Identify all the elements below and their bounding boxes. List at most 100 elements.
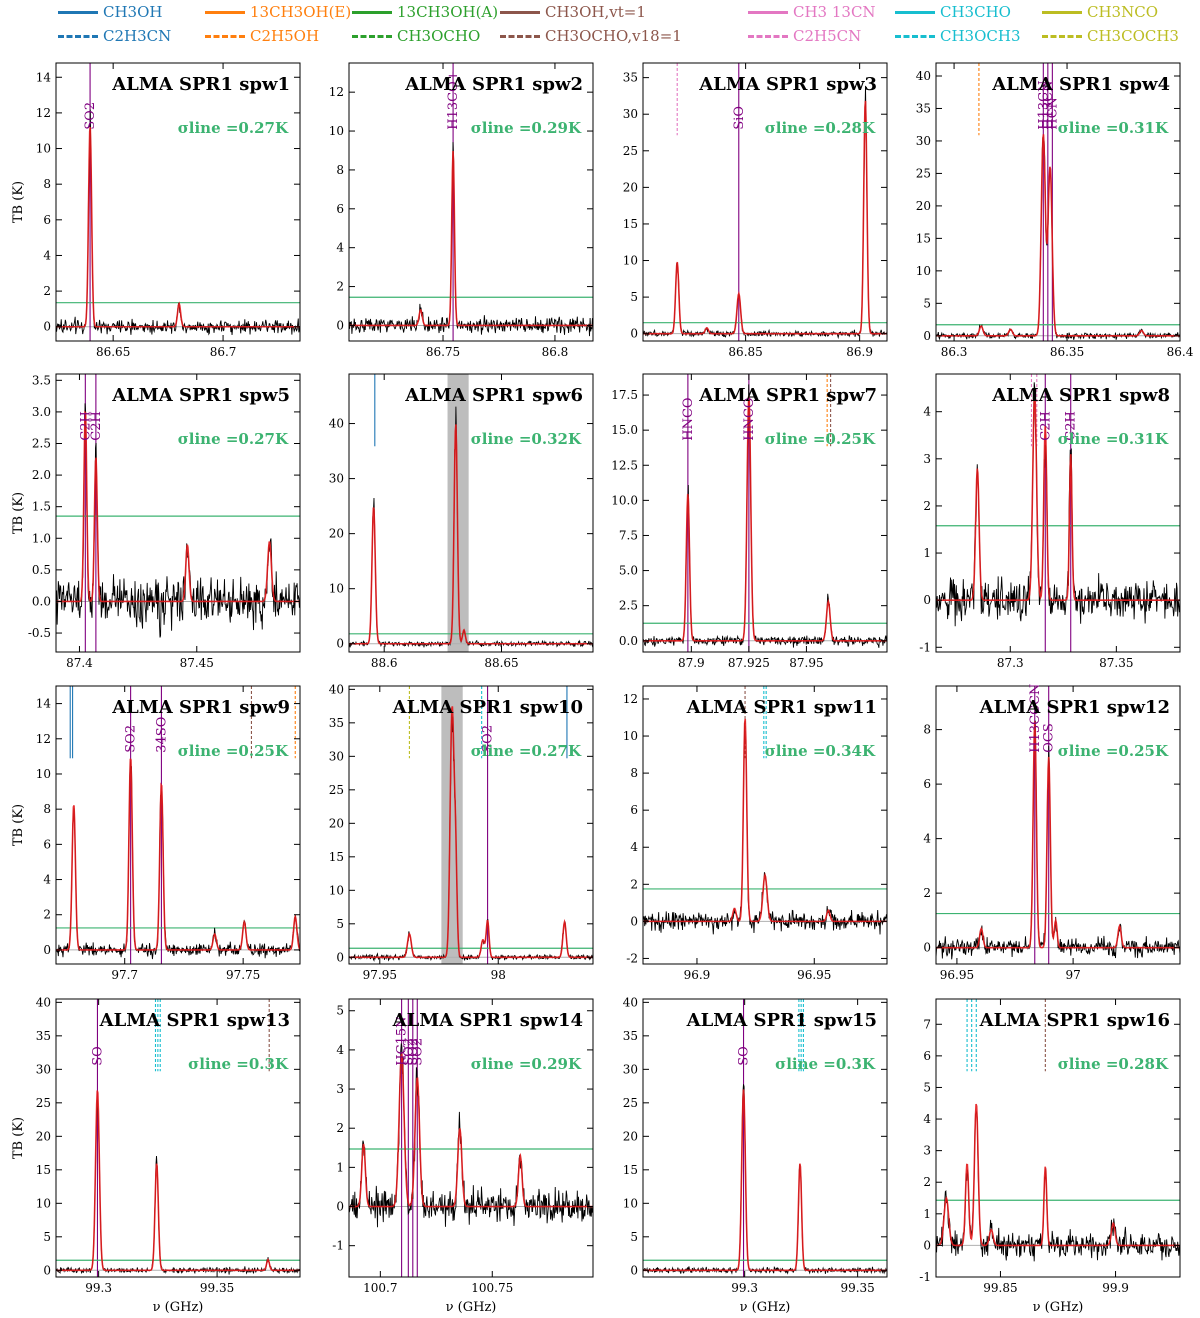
sigma-label: σline =0.3K bbox=[188, 1055, 289, 1073]
y-tick-label: 3.0 bbox=[32, 405, 51, 419]
y-tick-label: 25 bbox=[623, 144, 638, 158]
line-id-label: H13CCCN bbox=[1028, 684, 1043, 753]
y-tick-label: 10 bbox=[623, 729, 638, 743]
legend-entry: CH3 13CN bbox=[748, 1, 876, 23]
y-tick-label: 7.5 bbox=[619, 528, 638, 542]
legend-swatch bbox=[205, 34, 245, 38]
panel-title: ALMA SPR1 spw1 bbox=[111, 74, 290, 95]
y-tick-label: 15 bbox=[36, 1163, 51, 1177]
model-spectrum bbox=[56, 410, 300, 603]
y-tick-label: 4 bbox=[336, 241, 344, 255]
panel-title: ALMA SPR1 spw11 bbox=[686, 697, 877, 718]
x-axis-label: ν (GHz) bbox=[153, 1300, 204, 1315]
line-id-label: SO2 bbox=[83, 102, 98, 130]
legend-swatch bbox=[1042, 34, 1082, 38]
model-spectrum bbox=[936, 134, 1180, 337]
y-tick-label: 0 bbox=[630, 914, 638, 928]
panel-title: ALMA SPR1 spw6 bbox=[404, 385, 583, 406]
y-tick-label: 5 bbox=[336, 1004, 344, 1018]
model-spectrum bbox=[349, 150, 593, 327]
y-tick-label: 1.5 bbox=[32, 500, 51, 514]
legend-label: CH3 13CN bbox=[793, 3, 876, 21]
line-id-label: H13CN bbox=[1041, 81, 1056, 130]
y-tick-label: 6 bbox=[630, 803, 638, 817]
y-tick-label: 3 bbox=[923, 452, 931, 466]
x-tick-label: 99.3 bbox=[85, 1281, 112, 1295]
y-tick-label: 15 bbox=[916, 231, 931, 245]
plot-frame bbox=[642, 998, 888, 1278]
y-tick-label: 2 bbox=[43, 284, 51, 298]
observed-spectrum bbox=[349, 142, 593, 337]
plot-frame bbox=[935, 62, 1181, 342]
legend-swatch bbox=[352, 34, 392, 38]
line-id-label: HC15N bbox=[395, 1017, 410, 1066]
line-id-label: C2H bbox=[1064, 411, 1079, 441]
y-tick-label: 35 bbox=[36, 1029, 51, 1043]
spectrum-panel: 87.4 87.45 -0.5 0.0 0.5 1.0 1.5 2.0 2.5 3.0 3.5 C2H… bbox=[11, 373, 301, 670]
plot-frame bbox=[55, 998, 301, 1278]
observed-spectrum bbox=[936, 382, 1180, 627]
sigma-label: σline =0.25K bbox=[765, 430, 876, 448]
y-tick-label: 10 bbox=[36, 1196, 51, 1210]
x-tick-label: 86.65 bbox=[96, 345, 130, 359]
y-tick-label: 3.5 bbox=[32, 373, 51, 387]
y-tick-label: 17.5 bbox=[611, 388, 638, 402]
y-tick-label: 12 bbox=[36, 106, 51, 120]
sigma-label: σline =0.28K bbox=[1058, 1055, 1169, 1073]
sigma-label: σline =0.31K bbox=[1058, 430, 1169, 448]
y-tick-label: 6 bbox=[336, 202, 344, 216]
line-id-label: C2H bbox=[78, 411, 93, 441]
y-tick-label: 12.5 bbox=[611, 458, 638, 472]
x-tick-label: 99.85 bbox=[983, 1281, 1017, 1295]
y-tick-label: 3 bbox=[336, 1082, 344, 1096]
y-tick-label: 10 bbox=[916, 264, 931, 278]
model-spectrum bbox=[643, 1089, 887, 1272]
sigma-label: σline =0.34K bbox=[765, 742, 876, 760]
y-tick-label: 40 bbox=[623, 995, 638, 1009]
observed-spectrum bbox=[643, 1084, 887, 1275]
spectrum-panel: 86.3 86.35 86.4 0 5 10 15 20 25 30 35 40 H13CNH13CNH… bbox=[916, 62, 1194, 359]
legend-label: 13CH3OH(A) bbox=[397, 3, 499, 21]
y-tick-label: 2 bbox=[923, 886, 931, 900]
y-tick-label: 10.0 bbox=[611, 493, 638, 507]
legend-entry: CH3OCHO,v18=1 bbox=[500, 25, 682, 47]
legend-label: CH3OCH3 bbox=[940, 27, 1021, 45]
y-tick-label: 25 bbox=[623, 1096, 638, 1110]
y-tick-label: 5 bbox=[630, 290, 638, 304]
spectrum-panel: 88.6 88.65 0 10 20 30 40 ALMA SPR1 spw6 σline =0… bbox=[329, 373, 594, 670]
y-tick-label: -1 bbox=[919, 1270, 931, 1284]
legend-label: C2H5OH bbox=[250, 27, 320, 45]
observed-spectrum bbox=[936, 1110, 1180, 1262]
sigma-label: σline =0.3K bbox=[775, 1055, 876, 1073]
observed-spectrum bbox=[56, 1099, 300, 1275]
x-axis-label: ν (GHz) bbox=[446, 1300, 497, 1315]
y-tick-label: -0.5 bbox=[28, 626, 51, 640]
spectrum-panel: 99.3 99.35 0 5 10 15 20 25 30 35 40 SO ALMA SPR1 spw… bbox=[623, 995, 888, 1315]
y-tick-label: 10 bbox=[36, 142, 51, 156]
y-tick-label: 10 bbox=[623, 254, 638, 268]
y-tick-label: 5 bbox=[336, 917, 344, 931]
model-spectrum bbox=[349, 1053, 593, 1208]
x-tick-label: 86.3 bbox=[941, 345, 968, 359]
y-tick-label: 5.0 bbox=[619, 564, 638, 578]
legend-label: CH3OCHO,v18=1 bbox=[545, 27, 682, 45]
y-tick-label: 0 bbox=[923, 329, 931, 343]
legend: CH3OH 13CH3OH(E) 13CH3OH(A) CH3OH,vt=1 CH3 1… bbox=[0, 0, 1200, 58]
y-tick-label: 4 bbox=[923, 1112, 931, 1126]
y-tick-label: 10 bbox=[36, 767, 51, 781]
model-spectrum bbox=[56, 127, 300, 328]
x-tick-label: 86.85 bbox=[728, 345, 762, 359]
panel-title: ALMA SPR1 spw2 bbox=[404, 74, 583, 95]
legend-swatch bbox=[58, 34, 98, 38]
spectrum-panel: 99.3 99.35 0 5 10 15 20 25 30 35 40 SO ALMA SPR1 spw… bbox=[11, 995, 301, 1315]
y-tick-label: 2 bbox=[923, 1175, 931, 1189]
y-tick-label: 0 bbox=[43, 943, 51, 957]
line-id-label: SO2 bbox=[481, 725, 496, 753]
model-spectrum bbox=[349, 424, 593, 645]
panel-title: ALMA SPR1 spw8 bbox=[991, 385, 1170, 406]
y-tick-label: 10 bbox=[623, 1196, 638, 1210]
legend-swatch bbox=[748, 10, 788, 14]
x-tick-label: 97.7 bbox=[111, 968, 138, 982]
legend-label: CH3OCHO bbox=[397, 27, 481, 45]
observed-spectrum bbox=[936, 720, 1180, 960]
